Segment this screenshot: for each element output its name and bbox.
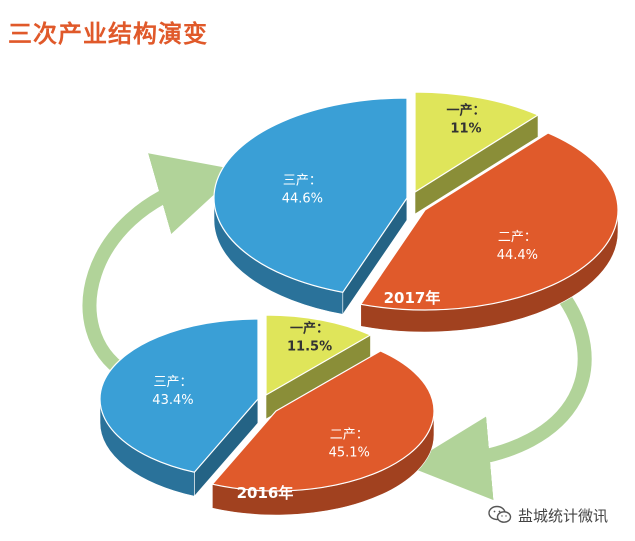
page-title: 三次产业结构演变 <box>8 20 208 48</box>
slice-value-label: 11% <box>450 122 481 137</box>
slice-label: 一产： <box>290 321 329 337</box>
pie-2016: 一产： 11.5% 二产： 45.1% 三产： 43.4% 2016年 <box>99 314 435 516</box>
slice-value-label: 43.4% <box>152 393 193 408</box>
slice-一产 <box>265 314 372 397</box>
slice-label: 三产： <box>283 174 322 189</box>
arrow-2017-to-2016 <box>406 285 592 501</box>
pie-2017: 一产： 11% 二产： 44.4% 三产： 44.6% 2017年 <box>213 91 619 333</box>
slice-label: 三产： <box>153 375 192 390</box>
slice-一产 <box>414 91 540 194</box>
wechat-icon <box>488 505 512 523</box>
slice-value-label: 11.5% <box>287 340 332 355</box>
year-label: 2017年 <box>384 289 441 307</box>
year-label: 2016年 <box>237 484 294 502</box>
cycle-arrows <box>82 153 592 501</box>
slice-value-label: 44.4% <box>497 248 538 263</box>
slice-三产 <box>99 318 259 473</box>
arrow-2016-to-2017 <box>82 153 241 379</box>
slice-value-label: 44.6% <box>282 192 323 207</box>
slice-三产 <box>213 97 408 293</box>
slice-label: 二产： <box>330 428 369 443</box>
slice-label: 一产： <box>446 103 485 119</box>
watermark: 盐城统计微讯 <box>488 502 608 528</box>
slice-value-label: 45.1% <box>329 446 370 461</box>
slice-二产 <box>211 350 435 492</box>
watermark-text: 盐城统计微讯 <box>518 506 609 525</box>
slice-label: 二产： <box>498 230 537 245</box>
slice-二产 <box>359 132 619 311</box>
